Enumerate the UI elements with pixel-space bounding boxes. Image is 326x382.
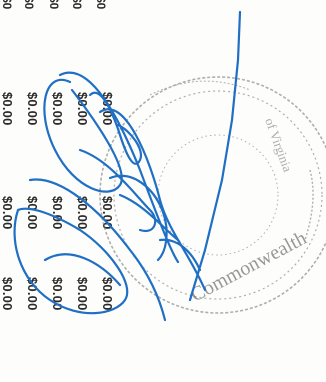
svg-text:Commonwealth: Commonwealth [187, 227, 310, 306]
seal-lettering: Commonwealth of Virginia [187, 116, 310, 307]
svg-text:of Virginia: of Virginia [262, 116, 295, 174]
notary-seal [99, 76, 326, 314]
handwritten-signature [13, 10, 242, 322]
